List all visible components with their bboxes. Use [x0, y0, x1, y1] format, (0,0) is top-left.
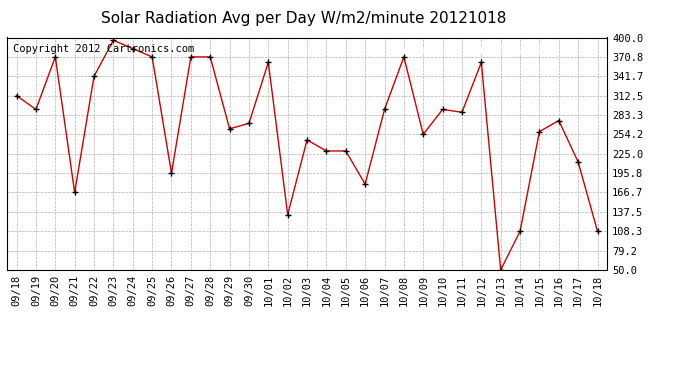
Text: Copyright 2012 Cartronics.com: Copyright 2012 Cartronics.com — [13, 45, 194, 54]
Text: Solar Radiation Avg per Day W/m2/minute 20121018: Solar Radiation Avg per Day W/m2/minute … — [101, 11, 506, 26]
